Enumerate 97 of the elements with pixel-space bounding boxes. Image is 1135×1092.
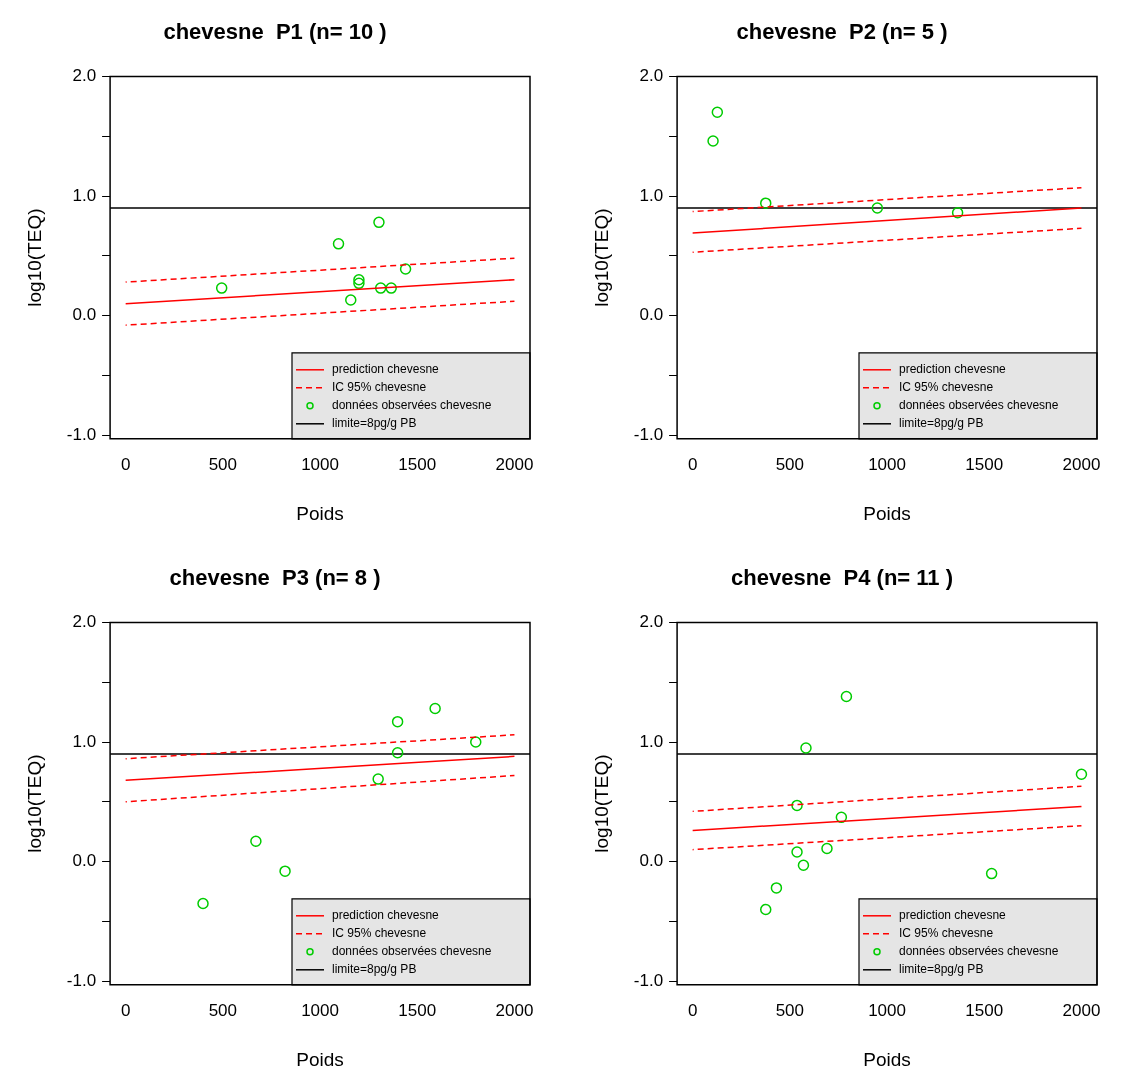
point [759,903,772,916]
legend-label: données observées chevesne [899,944,1059,959]
y-tick-label: 0.0 [72,851,97,871]
x-tick-label: 1000 [868,1000,906,1020]
x-axis-title: Poids [863,502,911,524]
point [797,859,810,871]
y-tick-label: 0.0 [639,851,664,871]
x-tick-label: 0 [120,454,131,474]
y-tick-label: -1.0 [633,424,664,444]
x-axis-title: Poids [296,502,344,524]
point [374,282,387,294]
y-tick-label: -1.0 [633,970,664,990]
x-tick-label: 1500 [965,1000,1004,1020]
point [391,747,404,759]
point [840,690,853,703]
point [250,835,262,848]
point [871,202,884,214]
x-tick-label: 0 [120,1000,131,1020]
legend-label: limite=8pg/g PB [332,416,417,431]
y-axis-title: log10(TEQ) [590,754,612,853]
y-tick-label: 1.0 [72,185,97,205]
point [985,867,998,880]
point [821,842,833,855]
legend-label: prediction chevesne [899,908,1007,923]
point [800,742,812,754]
chart-title: chevesne P3 (n= 8 ) [169,565,381,591]
point [197,897,209,910]
y-axis-title: log10(TEQ) [590,208,612,307]
legend-label: IC 95% chevesne [332,926,427,941]
chart-title: chevesne P1 (n= 10 ) [163,19,387,45]
legend-label: IC 95% chevesne [899,380,994,395]
point [429,702,441,715]
legend-label: prediction chevesne [332,908,440,923]
legend-label: limite=8pg/g PB [899,962,984,977]
y-tick-label: 1.0 [72,731,97,751]
x-tick-label: 1500 [398,1000,437,1020]
point [372,773,384,785]
legend-label: limite=8pg/g PB [332,962,417,977]
legend-label: prediction chevesne [899,362,1007,377]
legend-label: limite=8pg/g PB [899,416,984,431]
point [951,207,964,219]
x-tick-label: 2000 [495,454,534,474]
y-tick-label: 0.0 [72,305,97,325]
point [279,865,291,877]
point [791,799,803,812]
x-axis-title: Poids [863,1048,911,1070]
x-tick-label: 500 [208,454,238,474]
point [385,282,397,294]
point [399,263,412,275]
point [770,882,783,894]
x-tick-label: 500 [775,454,805,474]
y-tick-label: 1.0 [639,731,664,751]
x-tick-label: 500 [775,1000,805,1020]
legend-label: données observées chevesne [332,944,492,959]
point [835,811,848,824]
point [1075,768,1088,781]
y-tick-label: 2.0 [72,612,97,632]
y-axis-title: log10(TEQ) [23,754,45,853]
x-tick-label: 1500 [965,454,1004,474]
point [345,294,357,306]
point [373,216,385,229]
legend-label: données observées chevesne [332,398,492,413]
x-tick-label: 500 [208,1000,238,1020]
y-axis-title: log10(TEQ) [23,208,45,307]
point [791,846,803,858]
x-tick-label: 1000 [301,1000,339,1020]
y-tick-label: -1.0 [66,424,97,444]
point [707,135,719,147]
x-tick-label: 2000 [495,1000,534,1020]
y-tick-label: 1.0 [639,185,664,205]
chart-title: chevesne P2 (n= 5 ) [736,19,948,45]
x-tick-label: 1000 [868,454,906,474]
point [470,736,482,748]
legend-label: données observées chevesne [899,398,1059,413]
x-tick-label: 0 [687,1000,698,1020]
y-tick-label: -1.0 [66,970,97,990]
x-axis-title: Poids [296,1048,344,1070]
point [332,238,345,250]
y-tick-label: 0.0 [639,305,664,325]
x-tick-label: 0 [687,454,698,474]
legend-label: IC 95% chevesne [899,926,994,941]
x-tick-label: 1500 [398,454,437,474]
x-tick-label: 1000 [301,454,339,474]
y-tick-label: 2.0 [639,66,664,86]
point [759,197,772,209]
legend-label: prediction chevesne [332,362,440,377]
point [353,277,365,290]
x-tick-label: 2000 [1062,454,1101,474]
point [215,282,228,294]
point [391,715,404,728]
x-tick-label: 2000 [1062,1000,1101,1020]
legend-label: IC 95% chevesne [332,380,427,395]
point [353,273,365,286]
y-tick-label: 2.0 [72,66,97,86]
y-tick-label: 2.0 [639,612,664,632]
point [711,106,724,119]
chart-title: chevesne P4 (n= 11 ) [731,565,953,591]
